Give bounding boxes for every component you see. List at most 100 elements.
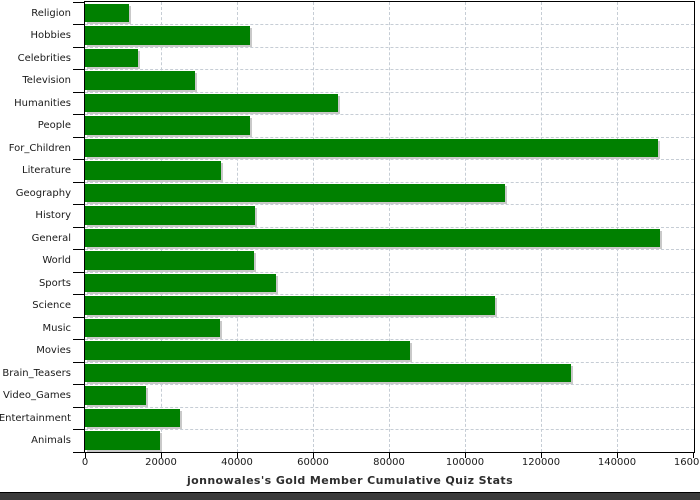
y-tick [73,114,85,115]
y-axis-label: Geography [15,187,71,199]
x-tick [693,452,694,458]
y-tick [73,339,85,340]
x-axis-label: 60000 [297,457,329,468]
y-tick [73,136,85,138]
x-axis-label: 20000 [145,457,177,468]
y-axis-label: Hobbies [30,30,71,42]
x-tick [389,452,390,458]
bar-hobbies [85,26,250,45]
bar-literature [85,161,221,180]
y-axis-label: Humanities [14,97,71,109]
x-axis-label: 40000 [221,457,253,468]
vertical-gridline [236,2,238,452]
bar-people [85,116,250,135]
bar-television [85,71,196,90]
bar-world [85,251,255,270]
y-tick [73,361,85,363]
horizontal-gridline [85,294,694,295]
y-tick [73,91,85,93]
y-axis-label: Movies [36,345,71,357]
y-axis-label: Brain_Teasers [2,367,71,379]
x-tick [237,452,238,458]
chart-title: jonnowales's Gold Member Cumulative Quiz… [186,474,514,487]
horizontal-gridline [85,249,694,250]
y-tick [73,226,85,228]
vertical-gridline [388,2,390,452]
bar-geography [85,183,505,202]
y-axis-label: Music [42,322,71,334]
horizontal-gridline [85,271,694,273]
horizontal-gridline [85,204,694,205]
horizontal-gridline [85,69,694,70]
y-axis-label: Video_Games [3,390,71,402]
y-tick [73,384,85,385]
y-axis-label: Religion [31,7,71,19]
bar-brain_teasers [85,363,572,382]
x-axis-label: 160000 [673,457,700,468]
y-axis-label: Animals [31,435,71,447]
plot-area [84,1,695,453]
x-tick [161,452,162,458]
horizontal-gridline [85,384,694,385]
horizontal-gridline [85,406,694,408]
y-axis-label: People [37,120,71,132]
vertical-gridline [540,2,542,452]
x-axis-label: 0 [81,457,89,468]
bar-general [85,228,660,247]
y-tick [73,249,85,250]
y-tick [73,24,85,25]
bar-music [85,318,220,337]
y-axis-label: Sports [38,277,71,289]
horizontal-gridline [85,91,694,93]
horizontal-gridline [85,46,694,48]
y-tick [73,181,85,183]
bar-video_games [85,386,146,405]
x-tick [617,452,618,458]
bar-animals [85,431,161,450]
y-tick [73,451,85,453]
bar-science [85,296,496,315]
y-tick [73,204,85,205]
bar-religion [85,3,130,22]
horizontal-gridline [85,316,694,318]
y-axis-label: Science [32,300,71,312]
y-axis-label: Television [22,75,71,87]
x-axis-label: 100000 [445,457,485,468]
horizontal-gridline [85,226,694,228]
y-axis-label: General [31,232,71,244]
x-tick [313,452,314,458]
horizontal-gridline [85,429,694,430]
vertical-gridline [160,2,162,452]
y-axis-label: Celebrities [17,52,71,64]
y-axis-label: For_Children [8,142,71,154]
y-tick [73,69,85,70]
x-axis-label: 120000 [521,457,561,468]
horizontal-gridline [85,24,694,25]
bar-celebrities [85,48,138,67]
y-tick [73,429,85,430]
horizontal-gridline [85,114,694,115]
horizontal-gridline [85,181,694,183]
horizontal-gridline [85,339,694,340]
bar-sports [85,273,277,292]
horizontal-gridline [85,159,694,160]
footer-bar [0,492,700,500]
bar-history [85,206,255,225]
x-tick [541,452,542,458]
y-tick [73,406,85,408]
y-axis-label: Entertainment [0,412,71,424]
horizontal-gridline [85,361,694,363]
y-tick [73,159,85,160]
bar-movies [85,341,411,360]
y-tick [73,316,85,318]
bar-for_children [85,138,659,157]
y-tick [73,46,85,48]
vertical-gridline [464,2,466,452]
x-axis-label: 80000 [373,457,405,468]
bar-entertainment [85,408,180,427]
y-tick [73,271,85,273]
vertical-gridline [616,2,618,452]
y-tick [73,294,85,295]
y-axis-label: World [42,255,71,267]
